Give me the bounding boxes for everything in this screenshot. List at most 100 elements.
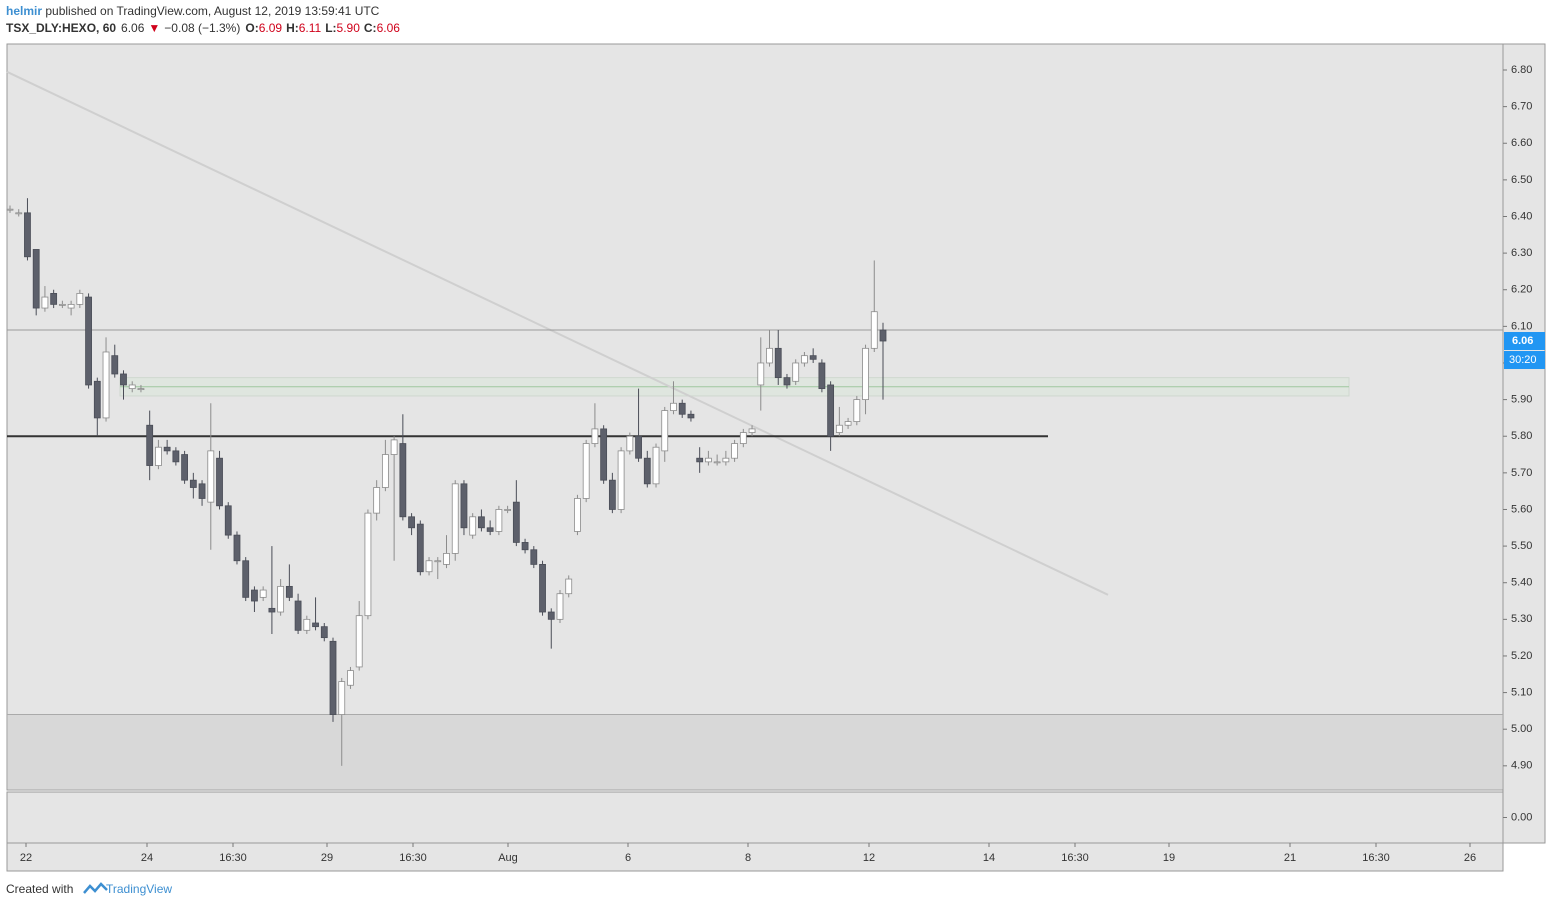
- candle-body: [355, 615, 363, 668]
- footer-brand: TradingView: [106, 882, 172, 896]
- y-tick-label: 6.60: [1511, 137, 1532, 149]
- candle-body: [617, 450, 625, 510]
- candle-body: [32, 249, 40, 309]
- candle-body: [879, 329, 887, 342]
- x-tick-label: 16:30: [219, 852, 247, 864]
- candle-body: [547, 611, 555, 620]
- candle-body: [521, 542, 529, 551]
- candle-body: [146, 424, 154, 466]
- plot-area: [6, 43, 1504, 791]
- candle-body: [181, 454, 189, 481]
- ohlc-value: 6.09: [259, 21, 283, 35]
- candle-body: [416, 523, 424, 573]
- candle-body: [399, 443, 407, 518]
- candle-body: [76, 292, 84, 305]
- candle-body: [85, 296, 92, 386]
- candle-body: [434, 560, 442, 563]
- candle-body: [338, 681, 346, 715]
- candle-body: [748, 428, 756, 433]
- candle-body: [6, 208, 14, 211]
- countdown-label: 30:20: [1509, 354, 1537, 366]
- candle-body: [285, 585, 293, 598]
- candle-body: [792, 362, 800, 382]
- y-tick-label: 5.10: [1511, 686, 1532, 698]
- trendline: [6, 70, 1109, 596]
- publisher: helmir: [6, 4, 42, 18]
- x-tick-label: 16:30: [399, 852, 427, 864]
- y-tick-label: 6.30: [1511, 247, 1532, 259]
- candle-body: [242, 560, 250, 598]
- symbol-line: TSX_DLY:HEXO, 60 6.06 ▼ −0.08 (−1.3%) O:6.09…: [6, 21, 400, 35]
- candle-body: [15, 212, 23, 215]
- candle-body: [268, 607, 276, 613]
- y-tick-label: 6.70: [1511, 101, 1532, 113]
- y-tick-label: 5.00: [1511, 723, 1532, 735]
- candle-body: [835, 424, 843, 433]
- candle-body: [137, 388, 145, 391]
- low-zone: [8, 714, 1502, 789]
- x-tick-label: Aug: [498, 852, 518, 864]
- x-tick-label: 26: [1464, 852, 1476, 864]
- ohlc-key: C:: [364, 21, 377, 35]
- candle-body: [443, 553, 450, 565]
- countdown-tag: [1504, 351, 1545, 370]
- candle-body: [207, 450, 215, 503]
- candle-body: [24, 212, 31, 258]
- last-price-label: 6.06: [1512, 335, 1533, 347]
- candle-body: [216, 457, 223, 507]
- candle-body: [766, 347, 773, 364]
- candle-body: [512, 501, 520, 543]
- candle-body: [294, 600, 302, 631]
- candle-body: [102, 351, 110, 419]
- change: −0.08 (−1.3%): [164, 21, 240, 35]
- candle-body: [233, 534, 241, 562]
- candle-body: [696, 457, 704, 463]
- candle-body: [652, 446, 660, 485]
- x-tick-label: 12: [863, 852, 875, 864]
- arrow: ▼: [148, 21, 160, 35]
- candle-body: [582, 443, 590, 499]
- candle-body: [495, 509, 503, 532]
- y-tick-label: 5.50: [1511, 540, 1532, 552]
- candle-body: [608, 479, 616, 510]
- candle-body: [757, 362, 765, 386]
- y-tick-label: 6.20: [1511, 284, 1532, 296]
- y-tick-label: 6.10: [1511, 320, 1532, 332]
- candle-body: [329, 640, 337, 715]
- candle-body: [783, 377, 791, 386]
- candle-body: [670, 402, 677, 411]
- y-tick-label: 5.20: [1511, 650, 1532, 662]
- candle-body: [277, 585, 285, 613]
- candle-body: [347, 670, 354, 686]
- candle-body: [626, 435, 634, 452]
- candle-body: [408, 516, 415, 529]
- y-tick-label: 5.80: [1511, 430, 1532, 442]
- ohlc-value: 6.11: [299, 21, 322, 35]
- y-tick-label: 6.50: [1511, 174, 1532, 186]
- candle-body: [120, 373, 127, 386]
- candle-body: [591, 428, 599, 444]
- x-tick-label: 16:30: [1061, 852, 1089, 864]
- ohlc-value: 5.90: [337, 21, 361, 35]
- candle-body: [574, 498, 581, 532]
- y-tick-label: 5.40: [1511, 577, 1532, 589]
- candle-body: [678, 402, 686, 415]
- x-tick-label: 19: [1163, 852, 1175, 864]
- ohlc-value: 6.06: [377, 21, 401, 35]
- candle-body: [504, 509, 512, 511]
- candle-body: [844, 421, 852, 426]
- candle-body: [251, 589, 258, 602]
- candle-body: [661, 410, 669, 452]
- time-scale: [6, 842, 1504, 872]
- candle-body: [172, 450, 180, 463]
- ohlc-key: H:: [286, 21, 299, 35]
- candle-body: [469, 516, 477, 536]
- candle-body: [67, 303, 75, 309]
- candle-body: [58, 303, 66, 306]
- candle-body: [259, 589, 267, 598]
- x-tick-label: 8: [745, 852, 751, 864]
- candle-body: [713, 461, 721, 464]
- y-tick-label: 5.70: [1511, 467, 1532, 479]
